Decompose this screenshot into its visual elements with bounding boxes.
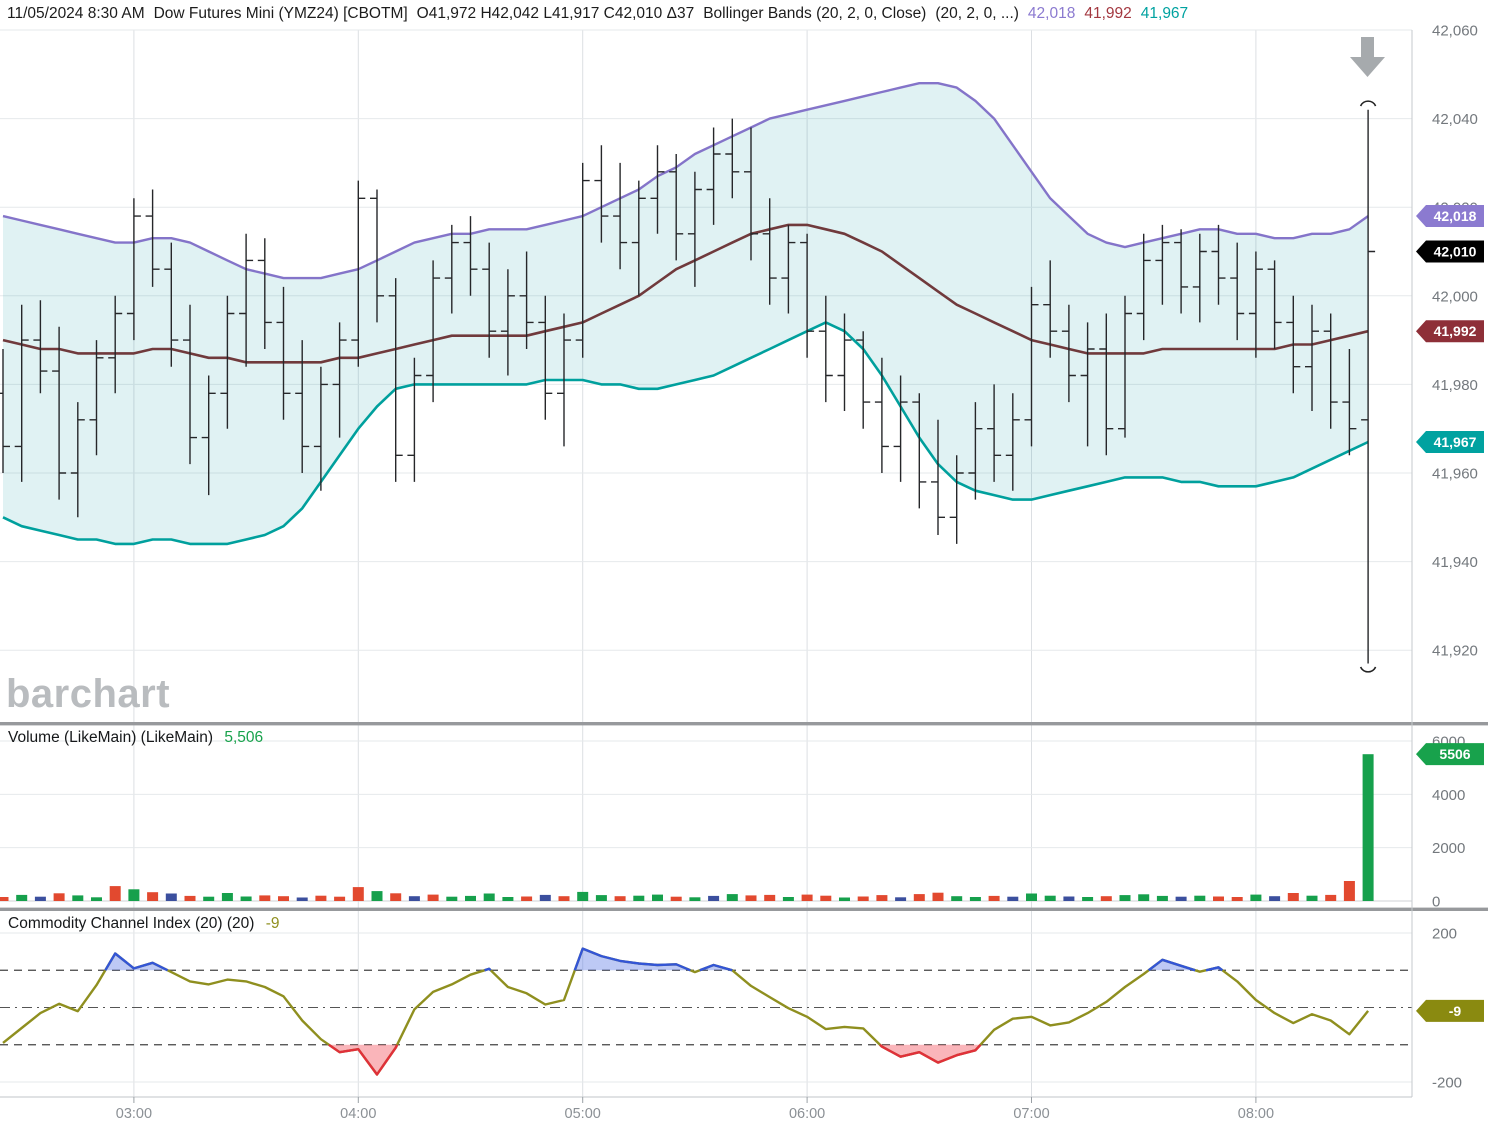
middle-band-value: 41,992 — [1084, 5, 1132, 22]
x-axis[interactable]: 03:00 04:00 05:00 06:00 07:00 08:00 — [116, 1097, 1274, 1122]
y-axis-label: 41,940 — [1432, 554, 1478, 571]
x-axis-label: 07:00 — [1013, 1106, 1049, 1122]
volume-gridlines — [0, 740, 1412, 902]
bollinger-fill — [3, 83, 1369, 544]
upper-band-value: 42,018 — [1027, 5, 1076, 22]
y-axis-label: -200 — [1432, 1075, 1462, 1092]
chart-ohlc-readout: O41,972 H42,042 L41,917 C42,010 Δ37 — [416, 5, 695, 22]
cci-overbought-zone — [105, 953, 168, 971]
cci-panel-value: -9 — [265, 915, 280, 932]
lower-band-tag: 41,967 — [1416, 430, 1484, 453]
volume-bars — [0, 754, 1374, 901]
chart-symbol: Dow Futures Mini (YMZ24) [CBOTM] — [153, 5, 408, 22]
bollinger-middle-line — [2, 223, 1369, 364]
svg-text:41,992: 41,992 — [1434, 323, 1477, 339]
volume-panel-label: Volume (LikeMain) (LikeMain) 5,506 — [8, 729, 263, 747]
y-axis-label: 2000 — [1432, 840, 1465, 857]
chart-title-bar: 11/05/2024 8:30 AM Dow Futures Mini (YMZ… — [0, 0, 1488, 28]
x-axis-label: 06:00 — [789, 1106, 825, 1122]
volume-panel-title: Volume (LikeMain) (LikeMain) — [8, 729, 214, 746]
lower-band-value: 41,967 — [1140, 5, 1189, 22]
panel-separator[interactable] — [0, 722, 1488, 726]
barchart-logo: barchart — [6, 672, 171, 716]
chart-datetime: 11/05/2024 8:30 AM — [7, 5, 145, 22]
cci-y-axis[interactable]: 200 -200 — [1432, 926, 1462, 1092]
upper-band-tag: 42,018 — [1416, 205, 1484, 228]
ohlc-bars — [0, 109, 1376, 664]
svg-text:-9: -9 — [1449, 1003, 1462, 1019]
main-y-axis[interactable]: 42,06042,04042,02042,00041,98041,96041,9… — [1432, 23, 1478, 660]
cci-gridlines — [0, 932, 1412, 1083]
x-axis-label: 03:00 — [116, 1106, 152, 1122]
bollinger-lower-line — [2, 321, 1369, 546]
svg-text:5506: 5506 — [1439, 746, 1470, 762]
panel-separator[interactable] — [0, 907, 1488, 911]
volume-panel-value: 5,506 — [224, 729, 264, 746]
cci-panel-label: Commodity Channel Index (20) (20) -9 — [8, 915, 280, 933]
x-axis-label: 04:00 — [340, 1106, 376, 1122]
current-bar-brackets — [1359, 100, 1377, 673]
volume-tag: 5506 — [1416, 743, 1484, 766]
cci-panel-title: Commodity Channel Index (20) (20) — [8, 915, 255, 932]
x-axis-label: 05:00 — [565, 1106, 601, 1122]
y-axis-label: 200 — [1432, 926, 1457, 943]
middle-band-tag: 41,992 — [1416, 320, 1484, 343]
bollinger-upper-line — [2, 81, 1369, 280]
down-arrow-icon — [1350, 37, 1385, 77]
study-label-bollinger: Bollinger Bands (20, 2, 0, Close) — [703, 5, 927, 22]
svg-text:41,967: 41,967 — [1434, 434, 1477, 450]
y-axis-label: 4000 — [1432, 787, 1465, 804]
y-axis-label: 42,040 — [1432, 111, 1478, 128]
bollinger-bands — [2, 81, 1369, 546]
y-axis-label: 41,920 — [1432, 643, 1478, 660]
cci-plot — [2, 947, 1370, 1076]
cci-tag: -9 — [1416, 999, 1484, 1022]
y-axis-label: 42,000 — [1432, 288, 1478, 305]
y-axis-label: 42,060 — [1432, 23, 1478, 40]
cci-oversold-zone — [328, 1044, 398, 1075]
main-gridlines — [0, 29, 1412, 651]
x-axis-label: 08:00 — [1238, 1106, 1274, 1122]
cci-oversold-zone — [880, 1044, 981, 1063]
y-axis-label: 41,960 — [1432, 466, 1478, 483]
svg-text:42,018: 42,018 — [1434, 208, 1477, 224]
svg-text:42,010: 42,010 — [1434, 244, 1477, 260]
y-axis-label: 0 — [1432, 894, 1440, 911]
study-label-params: (20, 2, 0, ...) — [935, 5, 1019, 22]
last-price-tag: 42,010 — [1416, 240, 1484, 263]
y-axis-label: 41,980 — [1432, 377, 1478, 394]
